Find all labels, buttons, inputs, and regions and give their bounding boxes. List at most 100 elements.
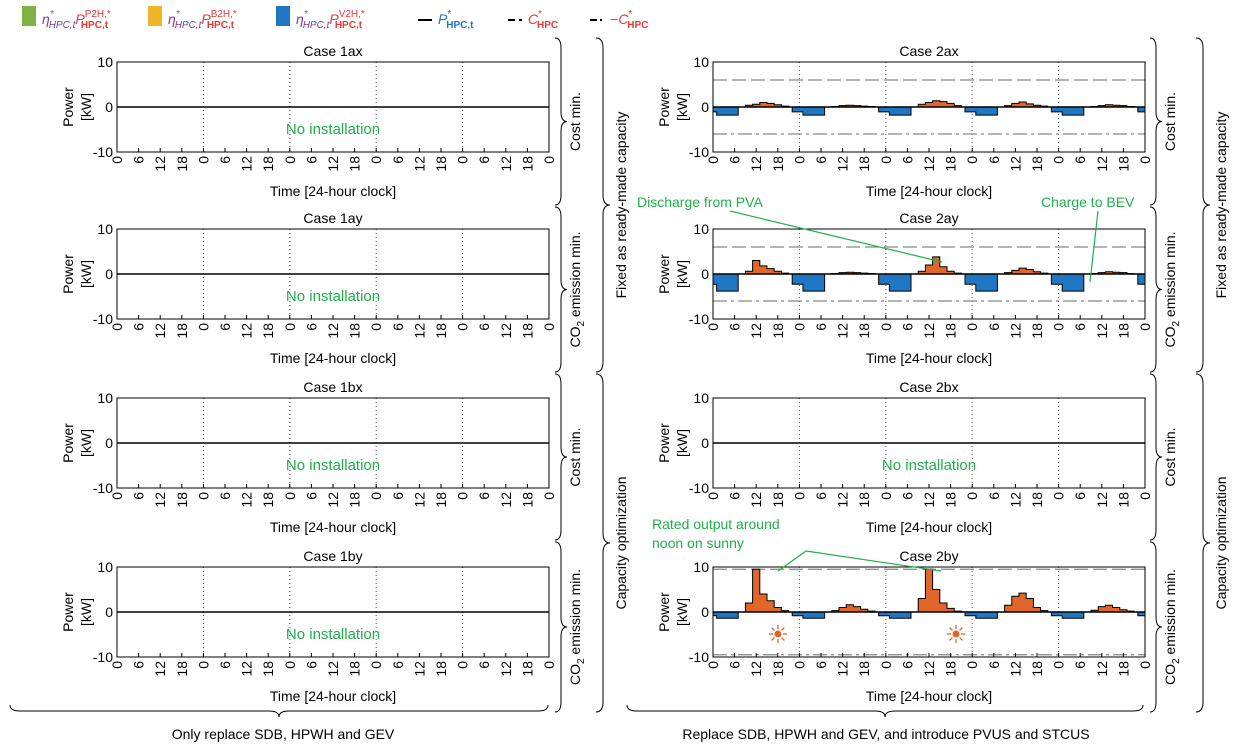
- x-tick-label: 12: [498, 323, 514, 339]
- x-tick-label: 0: [705, 492, 721, 500]
- x-tick-label: 6: [390, 661, 406, 669]
- sun-ray: [771, 627, 775, 631]
- no-installation-text: No installation: [286, 121, 380, 138]
- x-tick-label: 18: [174, 661, 190, 677]
- x-axis-label: Time [24-hour clock]: [866, 350, 992, 366]
- x-tick-label: 0: [541, 156, 557, 164]
- x-tick-label: 0: [964, 323, 980, 331]
- x-tick-label: 0: [368, 156, 384, 164]
- x-tick-label: 12: [1094, 661, 1110, 677]
- legend-p-sub: HPC,t: [335, 20, 363, 31]
- x-tick-label: 12: [325, 492, 341, 508]
- x-tick-label: 18: [1029, 661, 1045, 677]
- charge-area: [713, 107, 1145, 116]
- x-tick-label: 0: [1137, 492, 1153, 500]
- x-tick-label: 18: [770, 156, 786, 172]
- y-axis-unit: [kW]: [78, 429, 94, 457]
- no-installation-text: No installation: [286, 626, 380, 643]
- x-axis-label: Time [24-hour clock]: [866, 688, 992, 704]
- x-tick-label: 6: [1072, 156, 1088, 164]
- x-tick-label: 6: [727, 661, 743, 669]
- x-tick-label: 18: [433, 156, 449, 172]
- group-label: Fixed as ready-made capacity: [1213, 112, 1229, 299]
- legend-p: P: [201, 11, 211, 27]
- x-tick-label: 0: [1137, 323, 1153, 331]
- brace: [1149, 37, 1163, 206]
- legend-p-sub: HPC,t: [81, 20, 109, 31]
- x-tick-label: 12: [921, 492, 937, 508]
- y-tick-label: 10: [97, 390, 113, 406]
- x-tick-label: 0: [541, 492, 557, 500]
- y-axis-label: Power: [656, 592, 672, 632]
- y-axis-unit: [kW]: [674, 260, 690, 288]
- y-tick-label: 0: [701, 266, 709, 282]
- x-tick-label: 0: [282, 156, 298, 164]
- y-tick-label: -10: [93, 480, 113, 496]
- x-tick-label: 18: [260, 661, 276, 677]
- x-tick-label: 12: [498, 156, 514, 172]
- x-tick-label: 12: [498, 661, 514, 677]
- legend-eta-sub: HPC,t: [303, 20, 331, 31]
- x-tick-label: 6: [813, 661, 829, 669]
- y-axis-label: Power: [60, 87, 76, 127]
- sun-ray: [959, 627, 963, 631]
- x-tick-label: 12: [921, 661, 937, 677]
- legend-eta: η: [296, 11, 304, 27]
- x-tick-label: 6: [217, 492, 233, 500]
- x-tick-label: 18: [943, 156, 959, 172]
- brace: [554, 373, 568, 541]
- y-tick-label: 10: [97, 221, 113, 237]
- x-tick-label: 0: [1137, 156, 1153, 164]
- x-tick-label: 6: [476, 661, 492, 669]
- y-tick-label: -10: [689, 144, 709, 160]
- annotation-leader: [777, 550, 807, 572]
- x-tick-label: 12: [835, 661, 851, 677]
- x-tick-label: 12: [921, 323, 937, 339]
- legend-swatch: [22, 6, 36, 26]
- x-tick-label: 6: [986, 492, 1002, 500]
- x-tick-label: 0: [1051, 156, 1067, 164]
- x-tick-label: 12: [835, 156, 851, 172]
- legend-p-sup: *: [447, 9, 451, 20]
- x-tick-label: 18: [174, 492, 190, 508]
- x-tick-label: 0: [455, 661, 471, 669]
- x-tick-label: 6: [303, 492, 319, 500]
- legend-p-sub: HPC,t: [207, 20, 235, 31]
- x-tick-label: 18: [347, 492, 363, 508]
- net-power-line: [713, 100, 1145, 116]
- objective-label: CO2 emission min.: [567, 231, 587, 347]
- co2-prefix: CO: [1162, 664, 1178, 685]
- x-tick-label: 0: [282, 323, 298, 331]
- co2-sub: 2: [1171, 658, 1182, 664]
- objective-text: emission min.: [1162, 231, 1178, 320]
- x-tick-label: 12: [411, 492, 427, 508]
- x-tick-label: 0: [195, 661, 211, 669]
- y-tick-label: -10: [93, 649, 113, 665]
- brace: [1149, 373, 1163, 541]
- x-tick-label: 0: [282, 661, 298, 669]
- x-tick-label: 6: [303, 661, 319, 669]
- x-tick-label: 6: [131, 492, 147, 500]
- x-tick-label: 0: [455, 492, 471, 500]
- x-tick-label: 6: [217, 156, 233, 164]
- x-tick-label: 12: [1007, 156, 1023, 172]
- panel-title: Case 2ay: [899, 210, 958, 226]
- x-tick-label: 12: [835, 492, 851, 508]
- x-tick-label: 18: [347, 156, 363, 172]
- panel-title: Case 2by: [899, 548, 958, 564]
- x-tick-label: 12: [1094, 156, 1110, 172]
- brace: [1149, 206, 1163, 373]
- legend-eta-sup: *: [304, 9, 309, 20]
- x-axis-label: Time [24-hour clock]: [866, 183, 992, 199]
- x-tick-label: 18: [519, 492, 535, 508]
- x-tick-label: 18: [519, 323, 535, 339]
- x-tick-label: 0: [109, 661, 125, 669]
- x-tick-label: 0: [109, 156, 125, 164]
- x-tick-label: 18: [433, 661, 449, 677]
- brace: [1149, 541, 1163, 713]
- legend-swatch: [148, 6, 162, 26]
- x-tick-label: 0: [455, 156, 471, 164]
- brace: [554, 37, 568, 206]
